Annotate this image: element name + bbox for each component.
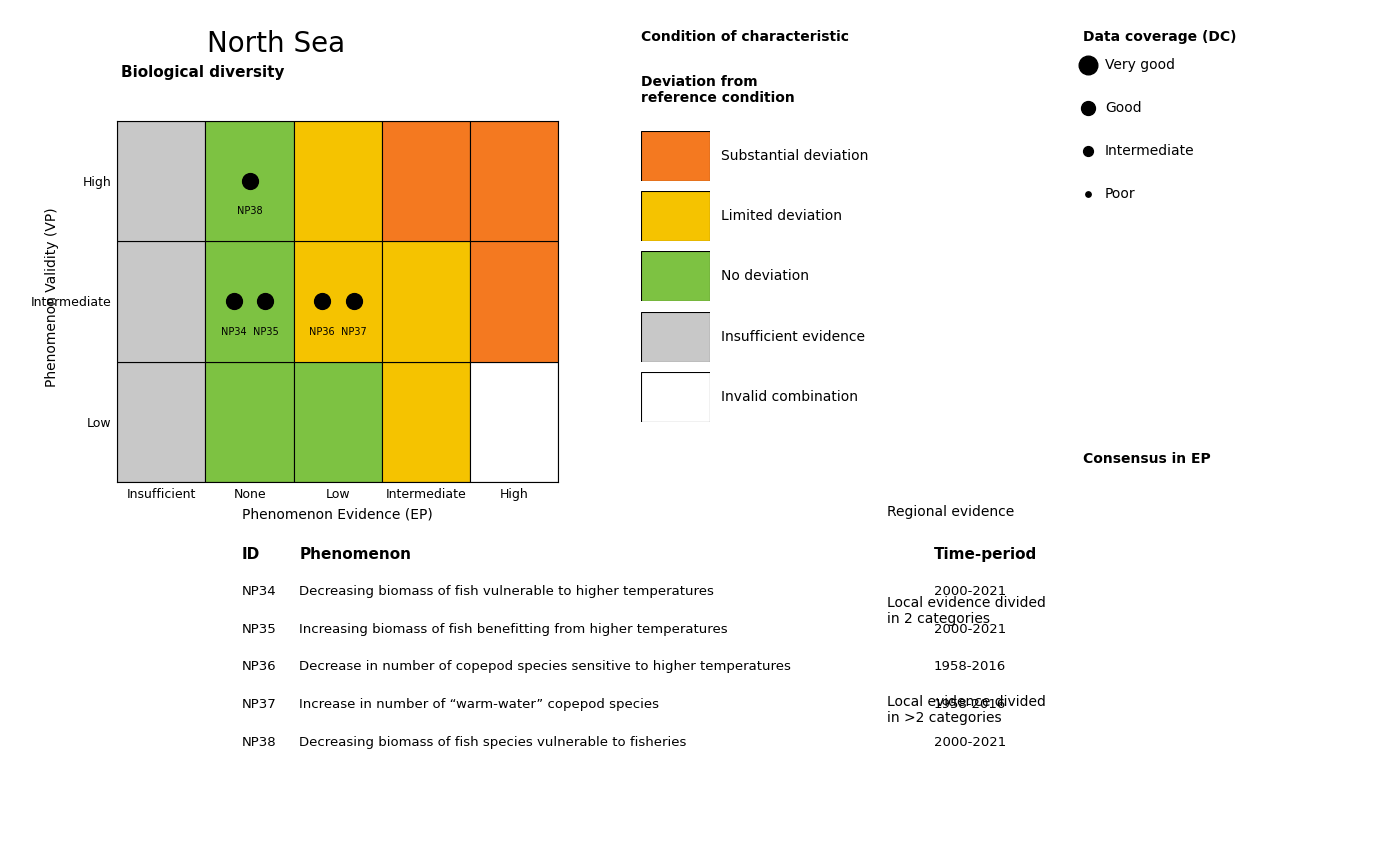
Text: Poor: Poor bbox=[1105, 187, 1135, 201]
Text: 2000-2021: 2000-2021 bbox=[934, 736, 1005, 749]
Text: Local evidence divided
in >2 categories: Local evidence divided in >2 categories bbox=[887, 695, 1045, 726]
Text: Phenomenon: Phenomenon bbox=[299, 547, 411, 561]
Text: ID: ID bbox=[241, 547, 259, 561]
Text: Good: Good bbox=[1105, 101, 1142, 115]
Text: Limited deviation: Limited deviation bbox=[721, 209, 843, 223]
Text: Regional evidence: Regional evidence bbox=[887, 505, 1014, 519]
Text: NP36: NP36 bbox=[309, 326, 335, 337]
Point bbox=[811, 505, 833, 519]
Point bbox=[222, 294, 244, 308]
Bar bbox=[117, 121, 205, 241]
Bar bbox=[294, 241, 382, 362]
Text: Invalid combination: Invalid combination bbox=[721, 390, 858, 404]
Text: Decreasing biomass of fish vulnerable to higher temperatures: Decreasing biomass of fish vulnerable to… bbox=[299, 585, 714, 598]
Bar bbox=[382, 241, 470, 362]
Text: NP34: NP34 bbox=[241, 585, 276, 598]
Text: Deviation from
reference condition: Deviation from reference condition bbox=[641, 75, 794, 105]
Text: NP34: NP34 bbox=[221, 326, 247, 337]
Bar bbox=[205, 362, 294, 482]
Bar bbox=[294, 121, 382, 241]
Bar bbox=[117, 241, 205, 362]
Text: Decrease in number of copepod species sensitive to higher temperatures: Decrease in number of copepod species se… bbox=[299, 660, 792, 673]
Point bbox=[239, 174, 261, 188]
Text: Biological diversity: Biological diversity bbox=[121, 65, 285, 79]
Bar bbox=[382, 121, 470, 241]
Text: Increasing biomass of fish benefitting from higher temperatures: Increasing biomass of fish benefitting f… bbox=[299, 623, 728, 635]
Point bbox=[255, 294, 277, 308]
Bar bbox=[205, 241, 294, 362]
Text: Intermediate: Intermediate bbox=[1105, 144, 1194, 158]
Point bbox=[1077, 58, 1099, 71]
X-axis label: Phenomenon Evidence (EP): Phenomenon Evidence (EP) bbox=[243, 508, 433, 522]
Bar bbox=[382, 362, 470, 482]
Bar bbox=[470, 121, 558, 241]
Wedge shape bbox=[789, 579, 822, 644]
Text: Time-period: Time-period bbox=[934, 547, 1037, 561]
Point bbox=[310, 294, 332, 308]
Text: No deviation: No deviation bbox=[721, 269, 809, 283]
Text: Condition of characteristic: Condition of characteristic bbox=[641, 30, 849, 44]
Text: 1958-2016: 1958-2016 bbox=[934, 660, 1005, 673]
Text: NP37: NP37 bbox=[341, 326, 367, 337]
Bar bbox=[470, 241, 558, 362]
Point bbox=[343, 294, 365, 308]
Text: Insufficient evidence: Insufficient evidence bbox=[721, 330, 865, 344]
Text: NP35: NP35 bbox=[241, 623, 276, 635]
Text: Consensus in EP: Consensus in EP bbox=[1083, 452, 1211, 466]
Point bbox=[1077, 101, 1099, 115]
Text: Data coverage (DC): Data coverage (DC) bbox=[1083, 30, 1236, 44]
Text: Local evidence divided
in 2 categories: Local evidence divided in 2 categories bbox=[887, 596, 1045, 627]
Text: NP38: NP38 bbox=[237, 206, 262, 216]
Wedge shape bbox=[789, 710, 822, 743]
Text: Decreasing biomass of fish species vulnerable to fisheries: Decreasing biomass of fish species vulne… bbox=[299, 736, 687, 749]
Wedge shape bbox=[789, 678, 822, 743]
Text: NP36: NP36 bbox=[241, 660, 276, 673]
Text: NP35: NP35 bbox=[252, 326, 279, 337]
Text: NP37: NP37 bbox=[241, 698, 276, 711]
Bar bbox=[117, 362, 205, 482]
Text: 2000-2021: 2000-2021 bbox=[934, 623, 1005, 635]
Text: Phenomenon Validity (VP): Phenomenon Validity (VP) bbox=[46, 208, 59, 387]
Bar bbox=[294, 362, 382, 482]
Bar bbox=[205, 121, 294, 241]
Bar bbox=[470, 362, 558, 482]
Text: 2000-2021: 2000-2021 bbox=[934, 585, 1005, 598]
Text: Very good: Very good bbox=[1105, 58, 1175, 71]
Text: Increase in number of “warm-water” copepod species: Increase in number of “warm-water” copep… bbox=[299, 698, 659, 711]
Point bbox=[1077, 144, 1099, 158]
Text: Substantial deviation: Substantial deviation bbox=[721, 149, 869, 163]
Text: NP38: NP38 bbox=[241, 736, 276, 749]
Point bbox=[1077, 187, 1099, 201]
Text: North Sea: North Sea bbox=[207, 30, 345, 59]
Text: 1958-2016: 1958-2016 bbox=[934, 698, 1005, 711]
